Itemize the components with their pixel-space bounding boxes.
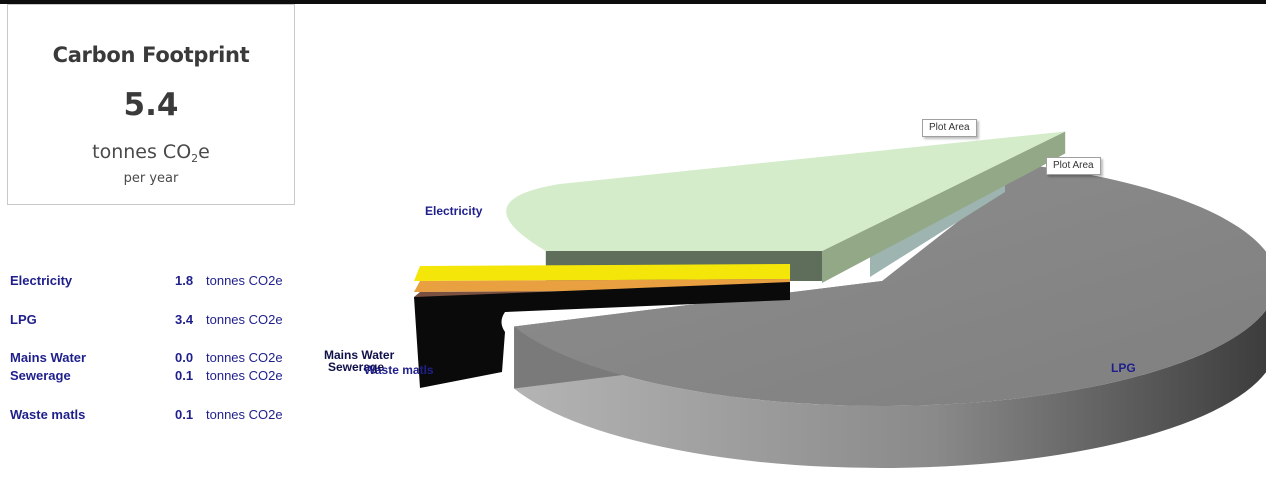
- slice-waste-matls: [414, 282, 790, 388]
- slice-electricity-cut-right: [822, 131, 1066, 283]
- breakdown-name: Mains Water: [10, 350, 87, 365]
- unit-subscript: 2: [191, 152, 199, 165]
- breakdown-row-mains-water: Mains Water 0.0 tonnes CO2e: [10, 350, 320, 366]
- unit-suffix: e: [198, 141, 210, 163]
- breakdown-row-sewerage: Sewerage 0.1 tonnes CO2e: [10, 368, 320, 384]
- emissions-breakdown-list: Electricity 1.8 tonnes CO2e LPG 3.4 tonn…: [10, 0, 320, 479]
- breakdown-unit: tonnes CO2e: [206, 350, 283, 365]
- breakdown-unit: tonnes CO2e: [206, 273, 283, 288]
- breakdown-name: Waste matls: [10, 407, 86, 422]
- breakdown-value: 0.0: [175, 350, 194, 365]
- label-mains-water: Mains Water: [324, 348, 395, 362]
- label-lpg: LPG: [1111, 361, 1136, 375]
- breakdown-unit: tonnes CO2e: [206, 368, 283, 383]
- label-waste-matls: Waste matls: [364, 363, 434, 377]
- slice-lpg: [514, 165, 1266, 406]
- total-footprint-unit: tonnes CO2e: [8, 141, 294, 165]
- breakdown-row-electricity: Electricity 1.8 tonnes CO2e: [10, 273, 320, 289]
- unit-prefix: tonnes CO: [92, 141, 192, 163]
- breakdown-value: 3.4: [175, 312, 194, 327]
- pie-slices: [414, 131, 1266, 468]
- slice-lpg-side: [514, 310, 1266, 468]
- label-sewerage: Sewerage: [328, 360, 384, 374]
- period-label: per year: [123, 171, 179, 186]
- carbon-footprint-card: Carbon Footprint 5.4 tonnes CO2e per yea…: [7, 4, 295, 205]
- breakdown-row-waste-matls: Waste matls 0.1 tonnes CO2e: [10, 407, 320, 423]
- top-border: [0, 0, 1266, 4]
- breakdown-row-lpg: LPG 3.4 tonnes CO2e: [10, 312, 320, 328]
- breakdown-name: Sewerage: [10, 368, 71, 383]
- breakdown-value: 0.1: [175, 368, 194, 383]
- total-footprint-value: 5.4: [123, 87, 179, 123]
- slice-electricity: [506, 131, 1066, 251]
- breakdown-unit: tonnes CO2e: [206, 312, 283, 327]
- breakdown-name: LPG: [10, 312, 37, 327]
- breakdown-name: Electricity: [10, 273, 73, 288]
- breakdown-value: 0.1: [175, 407, 194, 422]
- card-title: Carbon Footprint: [52, 43, 250, 67]
- plot-area-tooltip: Plot Area: [922, 119, 977, 137]
- plot-area-tooltip: Plot Area: [1046, 157, 1101, 175]
- breakdown-value: 1.8: [175, 273, 194, 288]
- slice-mains-water: [414, 264, 790, 281]
- breakdown-unit: tonnes CO2e: [206, 407, 283, 422]
- label-electricity: Electricity: [425, 204, 483, 218]
